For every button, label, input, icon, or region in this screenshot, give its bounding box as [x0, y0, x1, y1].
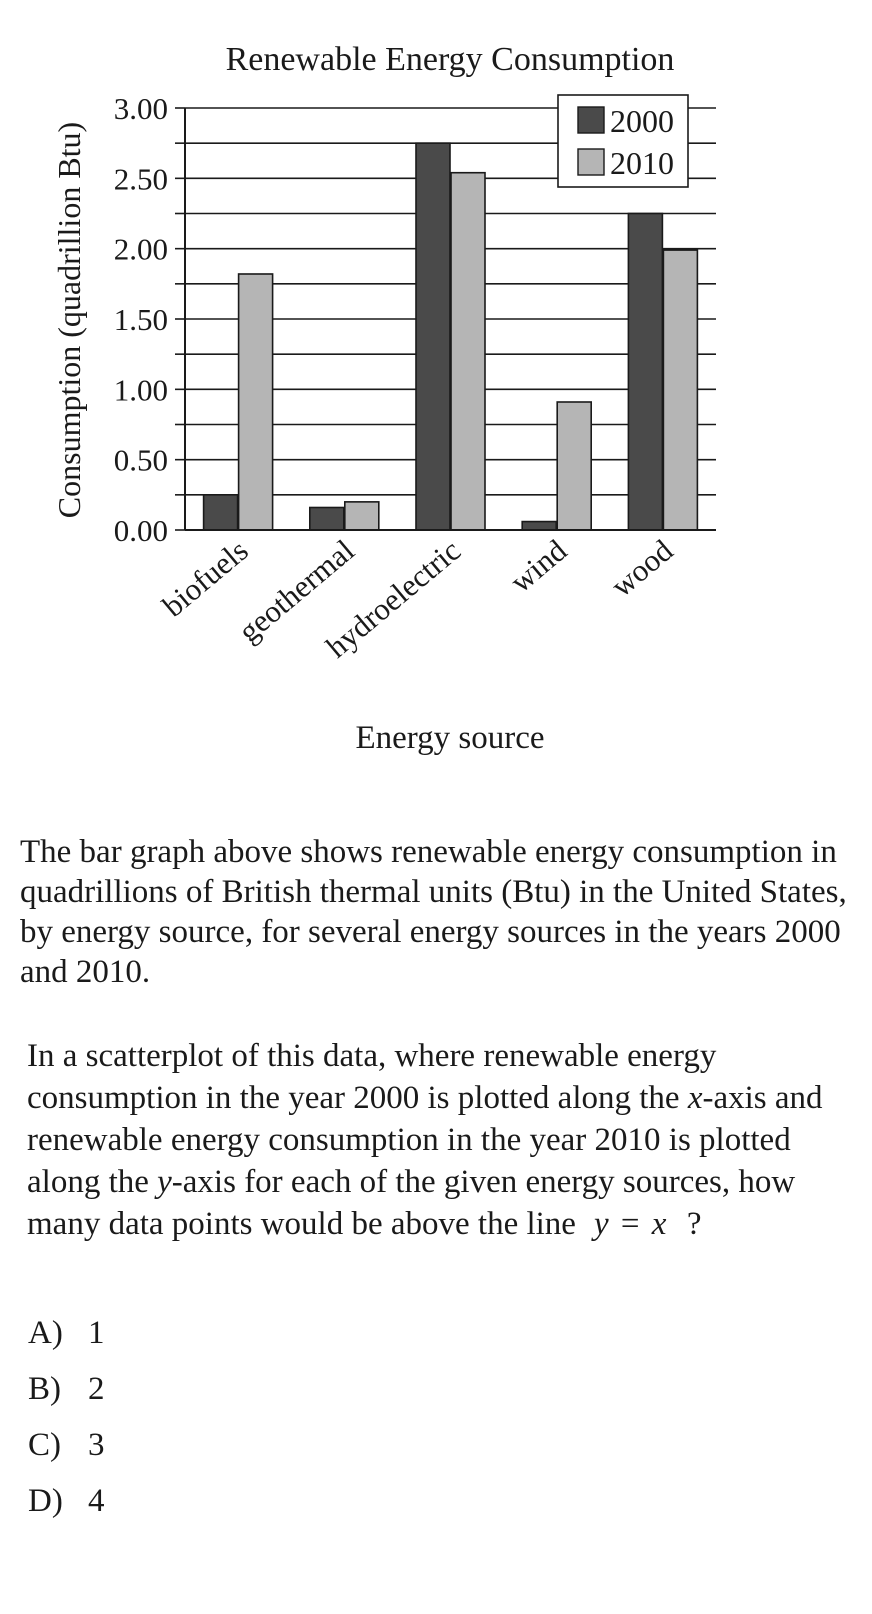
question-y-var: y — [157, 1164, 172, 1200]
bar-chart: Renewable Energy Consumption Consumption… — [51, 41, 716, 756]
question-part1: In a scatterplot of this data, where ren… — [27, 1038, 717, 1116]
legend: 2000 2010 — [557, 94, 689, 188]
equation-end: ? — [686, 1206, 702, 1242]
choice-letter: A) — [28, 1315, 63, 1351]
equation-rhs: x — [651, 1206, 667, 1242]
y-tick-label: 1.00 — [114, 372, 168, 407]
choice-letter: B) — [28, 1371, 61, 1407]
legend-label-2000: 2000 — [610, 103, 674, 139]
question-part2: -axis and renewable energy consumption i… — [27, 1080, 823, 1200]
intro-paragraph: The bar graph above shows renewable ener… — [20, 834, 847, 990]
y-tick-labels: 0.00 0.50 1.00 1.50 2.00 2.50 3.00 — [114, 91, 168, 548]
bar-biofuels-2000 — [202, 494, 239, 531]
choice-c[interactable]: C) 3 — [28, 1425, 105, 1481]
choice-letter: D) — [28, 1483, 63, 1519]
y-tick-label: 2.00 — [114, 232, 168, 267]
y-tick-label: 0.50 — [114, 443, 168, 478]
legend-swatch-2000 — [577, 106, 605, 134]
y-tick-label: 2.50 — [114, 161, 168, 196]
question-paragraph: In a scatterplot of this data, where ren… — [27, 1035, 827, 1245]
choice-value: 2 — [88, 1371, 105, 1407]
equation-lhs: y — [593, 1206, 609, 1242]
choice-a[interactable]: A) 1 — [28, 1313, 105, 1369]
answer-choices: A) 1 B) 2 C) 3 D) 4 — [28, 1313, 105, 1537]
bar-geothermal-2010 — [343, 501, 380, 531]
choice-b[interactable]: B) 2 — [28, 1369, 105, 1425]
bar-wind-2010 — [556, 401, 593, 531]
choice-d[interactable]: D) 4 — [28, 1481, 105, 1537]
choice-value: 3 — [88, 1427, 105, 1463]
choice-value: 4 — [88, 1483, 105, 1519]
choice-value: 1 — [88, 1315, 105, 1351]
bar-wood-2010 — [662, 249, 699, 531]
bar-wind-2000 — [521, 520, 558, 531]
choice-letter: C) — [28, 1427, 61, 1463]
equation-operator: = — [620, 1206, 640, 1242]
equation: y = x ? — [590, 1203, 702, 1245]
question-part3: -axis for each of the given energy sourc… — [27, 1164, 796, 1242]
bar-wood-2000 — [627, 212, 664, 531]
bars — [202, 142, 699, 531]
bar-biofuels-2010 — [237, 273, 274, 531]
y-tick-label: 1.50 — [114, 302, 168, 337]
chart-title: Renewable Energy Consumption — [226, 41, 675, 78]
question-x-var: x — [687, 1080, 703, 1116]
bar-hydroelectric-2010 — [450, 171, 486, 531]
category-label-wood: wood — [604, 532, 680, 603]
bar-geothermal-2000 — [308, 506, 345, 531]
category-label-biofuels: biofuels — [156, 533, 255, 624]
legend-swatch-2010 — [577, 148, 605, 176]
category-label-wind: wind — [503, 532, 573, 599]
axes — [175, 107, 716, 531]
bar-hydroelectric-2000 — [415, 142, 451, 531]
x-axis-label: Energy source — [355, 720, 544, 756]
legend-label-2010: 2010 — [610, 145, 674, 181]
y-tick-label: 3.00 — [114, 91, 168, 126]
y-axis-label: Consumption (quadrillion Btu) — [51, 122, 87, 518]
y-tick-label: 0.00 — [114, 513, 168, 548]
